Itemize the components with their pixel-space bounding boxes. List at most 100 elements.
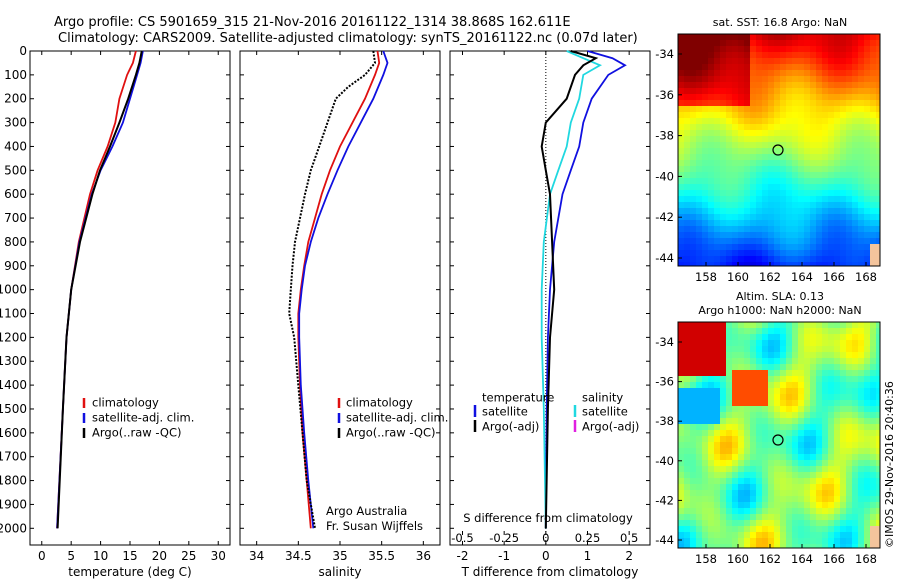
- title-line1: Argo profile: CS 5901659_315 21-Nov-2016…: [54, 15, 571, 30]
- temperature-frame: [29, 50, 231, 546]
- ytick-label: 900: [4, 259, 27, 273]
- ytick-label: 2000: [0, 521, 27, 535]
- map-xtick-label: 158: [695, 552, 717, 566]
- ytick-label: 700: [4, 211, 27, 225]
- salinity-x-axis: 34 34.5 35 35.5 36: [249, 51, 431, 563]
- xtick-label: 0: [38, 549, 46, 563]
- map-xtick-label: 164: [791, 270, 813, 284]
- sst-map: sat. SST: 16.8 Argo: NaN -34 -36 -38 -40 -42…: [655, 16, 881, 284]
- ytick-label: 1100: [0, 307, 27, 321]
- series-line-argo-raw-qc-: [288, 50, 377, 529]
- legend-t-satellite: satellite: [482, 405, 528, 419]
- sst-argo-marker: [772, 144, 784, 156]
- map-xtick-label: 166: [823, 552, 845, 566]
- ytick-label: 200: [4, 92, 27, 106]
- series-line-argo-raw-qc-: [56, 50, 143, 529]
- map-ytick-label: -34: [655, 47, 674, 61]
- footer-stamp: ©IMOS 29-Nov-2016 20:40:36: [883, 381, 896, 548]
- legend-s-argo: Argo(-adj): [582, 420, 639, 434]
- map-xtick-label: 166: [823, 270, 845, 284]
- map-ytick-label: -44: [655, 533, 674, 547]
- s-difference-label: S difference from climatology: [463, 511, 633, 525]
- xtick-label: 0: [542, 549, 550, 563]
- xtick-label: 5: [67, 549, 75, 563]
- map-xtick-label: 160: [727, 270, 749, 284]
- map-ytick-label: -36: [655, 375, 674, 389]
- temperature-legend: climatology satellite-adj. clim. Argo(..…: [82, 396, 194, 440]
- xtick-label: 30: [211, 549, 226, 563]
- sst-axes: -34 -36 -38 -40 -42 -44 158 160 162 164 166 168: [655, 47, 877, 284]
- sla-title-2: Argo h1000: NaN h2000: NaN: [698, 304, 861, 317]
- legend-t-argo: Argo(-adj): [482, 420, 539, 434]
- ytick-label: 1800: [0, 474, 27, 488]
- xtick-label: 1: [584, 549, 592, 563]
- map-xtick-label: 164: [791, 552, 813, 566]
- xtick-label: 35: [332, 549, 347, 563]
- ytick-label: 1000: [0, 283, 27, 297]
- map-ytick-label: -36: [655, 88, 674, 102]
- xtick-label: 34.5: [285, 549, 312, 563]
- xtick-label: -2: [457, 549, 469, 563]
- legend-argo-s: Argo(..raw -QC): [346, 426, 436, 440]
- ytick-label: 1600: [0, 426, 27, 440]
- annotation-line1: Argo Australia: [326, 504, 407, 518]
- temperature-x-axis: 0 5 10 15 20 25 30: [38, 51, 226, 563]
- legend-argo: Argo(..raw -QC): [92, 426, 182, 440]
- salinity-xlabel: salinity: [318, 565, 361, 579]
- ytick-label: 600: [4, 187, 27, 201]
- s-tick-label: -0.5: [451, 531, 473, 545]
- sla-field: [678, 322, 880, 548]
- map-ytick-label: -38: [655, 129, 674, 143]
- temperature-xlabel: temperature (deg C): [68, 565, 191, 579]
- legend-climatology-s: climatology: [346, 396, 413, 410]
- xtick-label: 15: [122, 549, 137, 563]
- map-ytick-label: -40: [655, 169, 674, 183]
- map-ytick-label: -34: [655, 335, 674, 349]
- map-xtick-label: 162: [759, 552, 781, 566]
- sst-field: [678, 34, 880, 266]
- ytick-label: 0: [19, 44, 27, 58]
- series-line-satellite-adj-clim-: [298, 50, 389, 529]
- map-xtick-label: 160: [727, 552, 749, 566]
- legend-salinity-header: salinity: [582, 391, 623, 405]
- ytick-label: 1400: [0, 378, 27, 392]
- sla-map: Altim. SLA: 0.13 Argo h1000: NaN h2000: …: [655, 290, 881, 566]
- map-ytick-label: -42: [655, 493, 674, 507]
- difference-legend: temperature satellite Argo(-adj) salinit…: [473, 391, 639, 434]
- ytick-label: 300: [4, 116, 27, 130]
- ytick-label: 800: [4, 235, 27, 249]
- temperature-panel: 0100200300400500600700800900100011001200…: [0, 44, 231, 579]
- s-tick-label: 0.25: [575, 531, 601, 545]
- series-line-t-argo-adj-: [540, 50, 599, 529]
- xtick-label: 25: [181, 549, 196, 563]
- ytick-label: 500: [4, 163, 27, 177]
- ytick-label: 400: [4, 139, 27, 153]
- sst-frame: [677, 33, 881, 267]
- sla-title-1: Altim. SLA: 0.13: [736, 290, 824, 303]
- ytick-label: 100: [4, 68, 27, 82]
- map-xtick-label: 168: [855, 552, 877, 566]
- legend-s-satellite: satellite: [582, 405, 628, 419]
- xtick-label: 34: [249, 549, 264, 563]
- depth-axis: 0 100 200 300 400 500 600 700 800 900 1000 1100 1200…: [0, 44, 27, 535]
- xtick-label: -1: [498, 549, 510, 563]
- s-tick-label: -0.25: [489, 531, 519, 545]
- map-ytick-label: -42: [655, 210, 674, 224]
- map-ytick-label: -44: [655, 251, 674, 265]
- ytick-label: 1700: [0, 450, 27, 464]
- sla-frame: [677, 321, 881, 549]
- xtick-label: 2: [625, 549, 633, 563]
- ytick-label: 1900: [0, 497, 27, 511]
- legend-satellite: satellite-adj. clim.: [92, 411, 194, 425]
- sla-axes: -34 -36 -38 -40 -42 -44 158 160 162 164 166 168: [655, 335, 877, 566]
- map-ytick-label: -40: [655, 454, 674, 468]
- map-ytick-label: -38: [655, 414, 674, 428]
- ytick-label: 1500: [0, 402, 27, 416]
- sst-title: sat. SST: 16.8 Argo: NaN: [713, 16, 847, 29]
- t-difference-label: T difference from climatology: [461, 565, 639, 579]
- xtick-label: 20: [152, 549, 167, 563]
- salinity-panel: 34 34.5 35 35.5 36 salinity climatology sate…: [239, 50, 448, 579]
- s-tick-label: 0.5: [620, 531, 638, 545]
- legend-temperature-header: temperature: [482, 391, 554, 405]
